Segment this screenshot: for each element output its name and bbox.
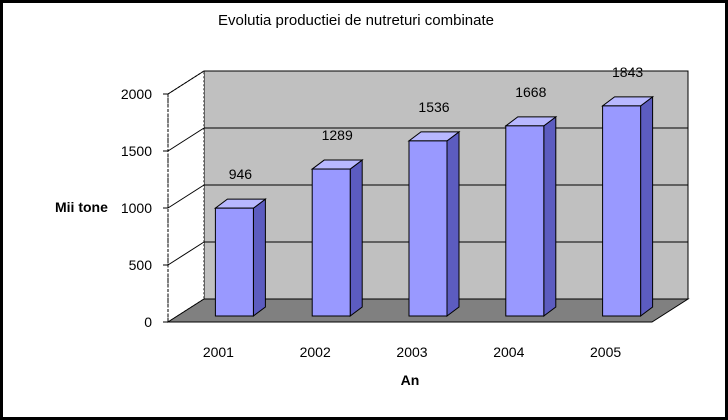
data-label: 946 <box>229 166 253 182</box>
bar-side-2002 <box>349 159 363 317</box>
x-tick-label: 2002 <box>300 344 331 360</box>
y-axis-title: Mii tone <box>55 199 108 215</box>
y-tick-label: 500 <box>129 257 153 273</box>
bar-side-2004 <box>543 115 557 317</box>
x-tick-label: 2004 <box>493 344 524 360</box>
bar-2004 <box>505 125 545 317</box>
gridline-depth <box>167 127 205 152</box>
bar-side-2003 <box>446 130 460 317</box>
gridline-depth <box>167 70 205 95</box>
x-tick-label: 2001 <box>203 344 234 360</box>
data-label: 1536 <box>418 99 449 115</box>
bar-side-2005 <box>640 95 654 317</box>
gridline-depth <box>167 241 205 266</box>
y-tick-label: 0 <box>144 314 152 330</box>
y-tick-label: 1500 <box>121 143 152 159</box>
y-tick-label: 1000 <box>121 200 152 216</box>
x-tick-label: 2005 <box>590 344 621 360</box>
data-label: 1668 <box>515 84 546 100</box>
bar-2002 <box>311 168 351 317</box>
data-label: 1843 <box>612 64 643 80</box>
data-label: 1289 <box>322 127 353 143</box>
gridline-depth <box>167 184 205 209</box>
chart-title: Evolutia productiei de nutreturi combina… <box>218 12 494 29</box>
bar-2003 <box>408 140 448 317</box>
y-tick-label: 2000 <box>121 86 152 102</box>
bar-chart: Evolutia productiei de nutreturi combina… <box>55 12 690 388</box>
bar-2001 <box>214 207 254 317</box>
plot-area: 0 500 1000 1500 2000 946 2001 1289 2002 1536 2003 1… <box>121 64 690 360</box>
x-tick-label: 2003 <box>396 344 427 360</box>
bar-2005 <box>602 105 642 317</box>
chart-canvas: Evolutia productiei de nutreturi combina… <box>3 3 725 417</box>
x-axis-title: An <box>401 372 420 388</box>
bar-side-2001 <box>252 198 266 317</box>
